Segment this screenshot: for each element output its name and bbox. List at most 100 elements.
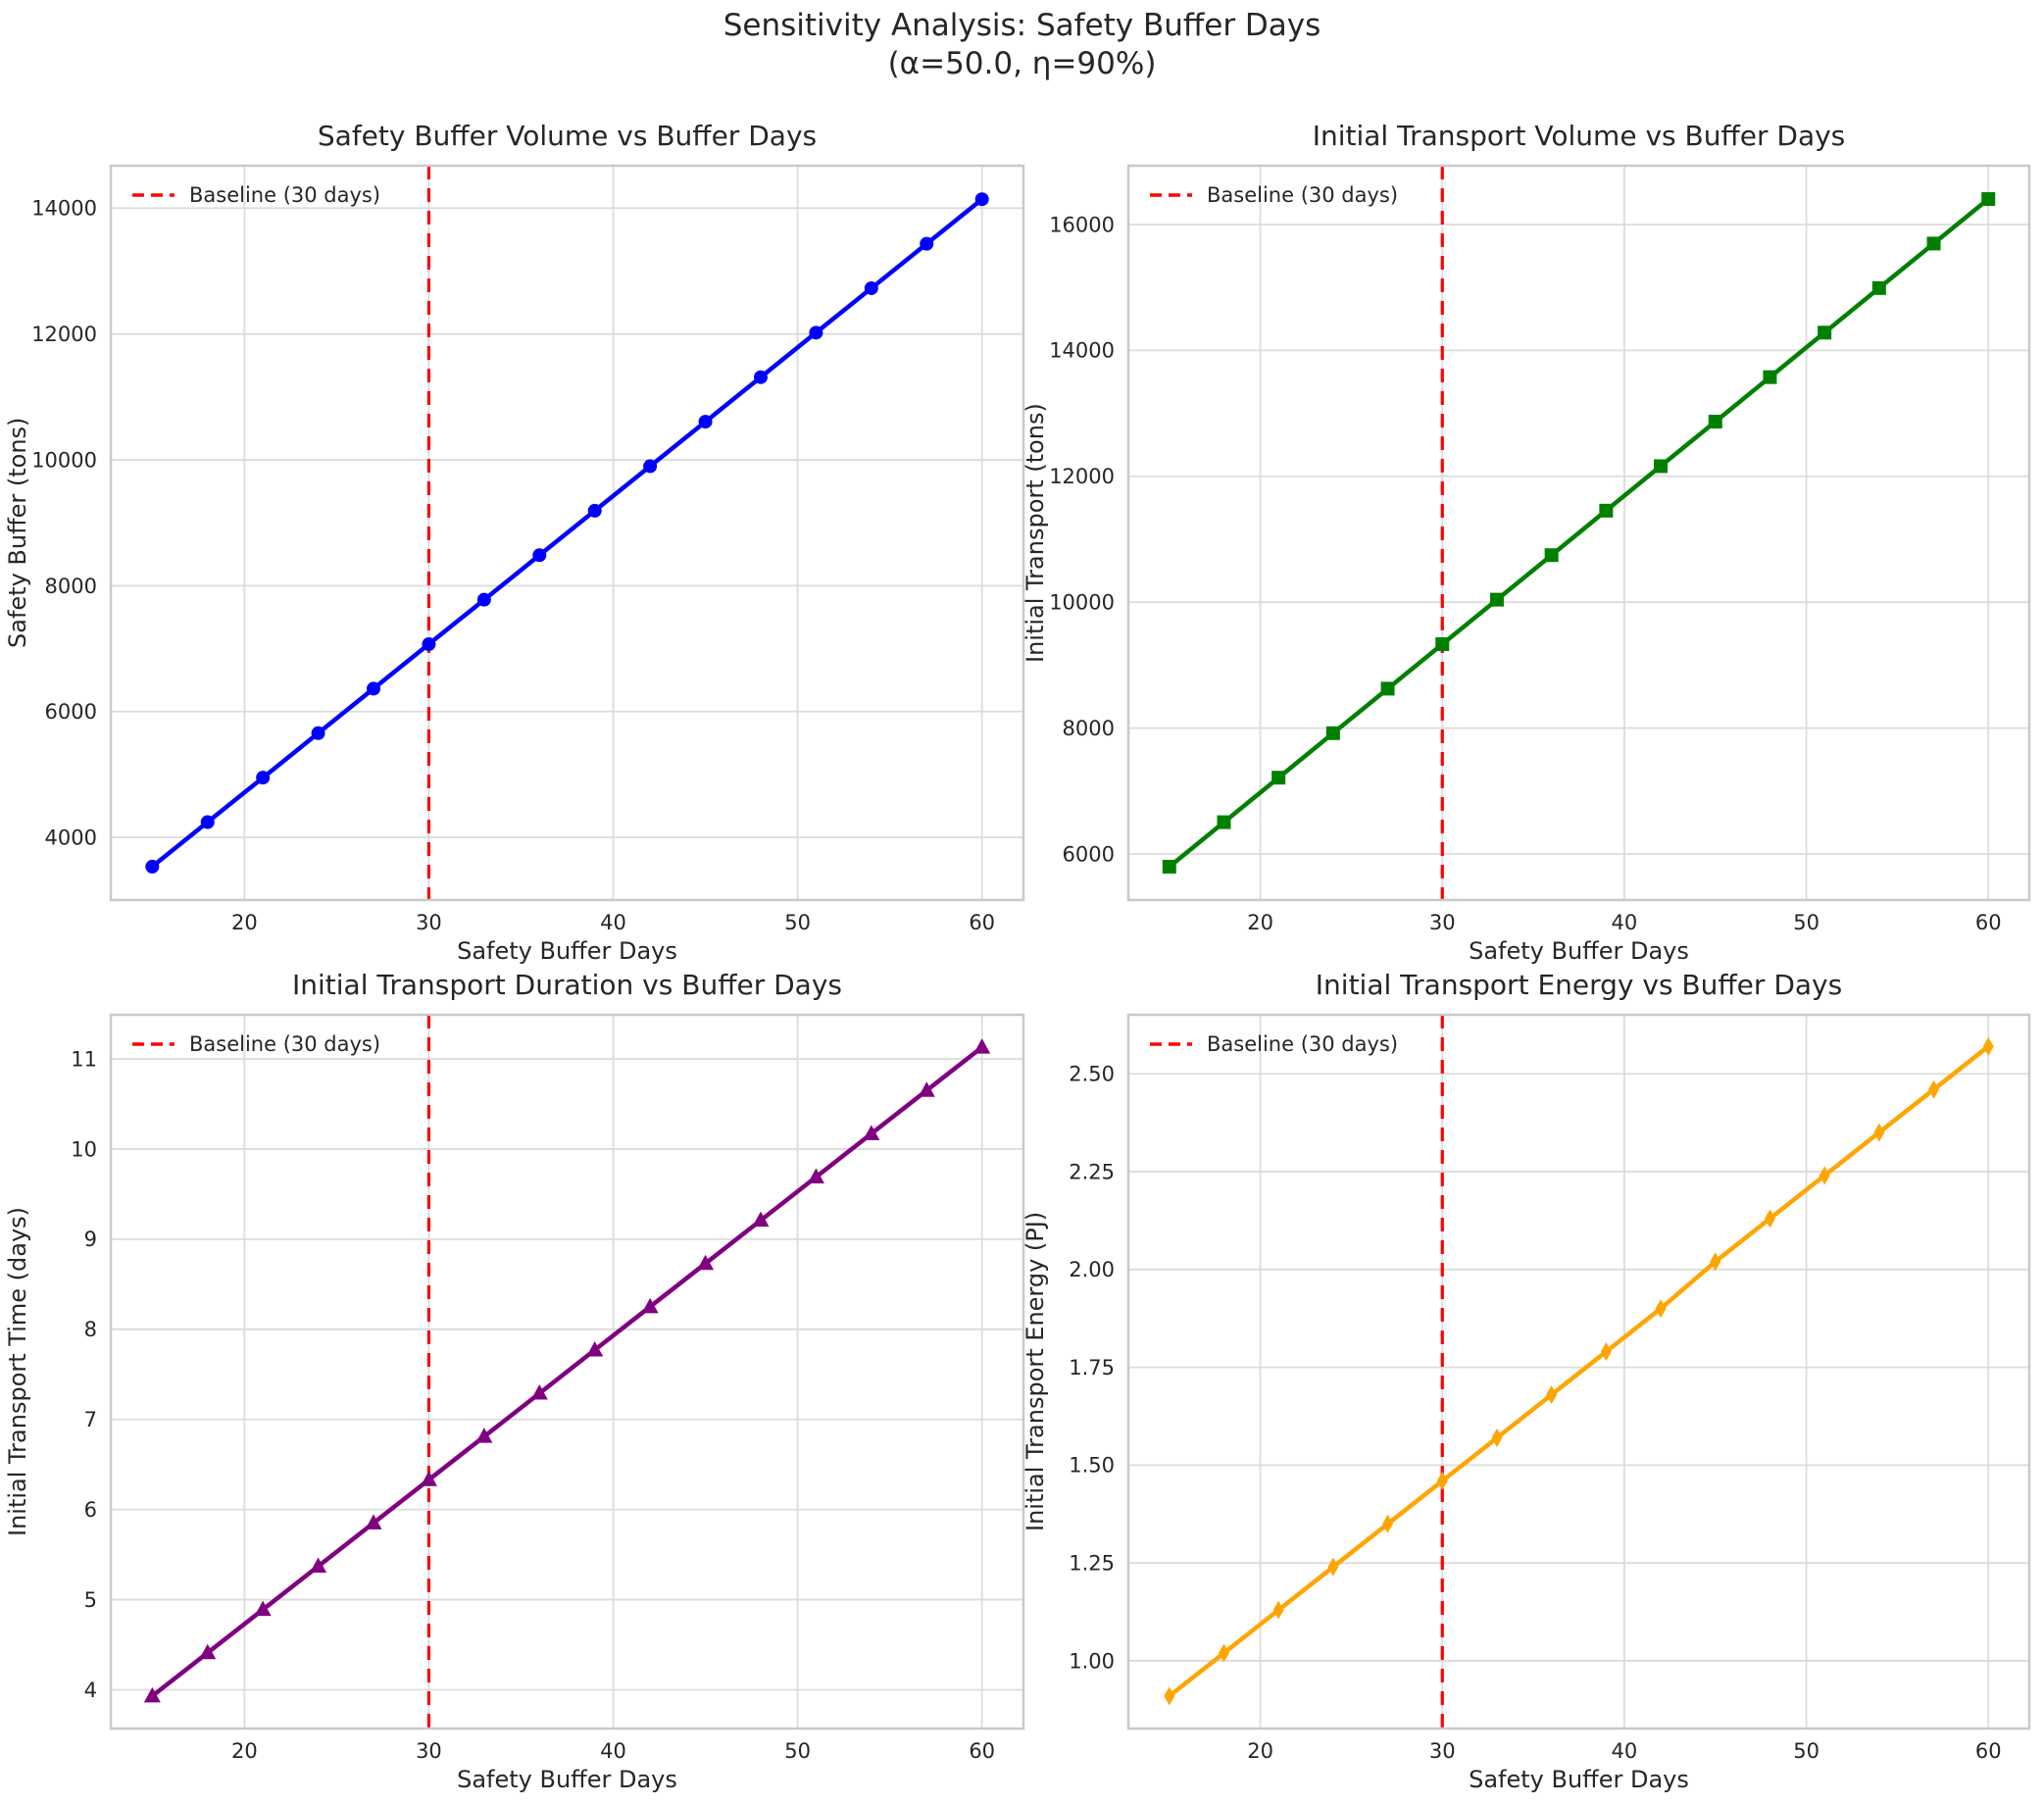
y-tick-label: 8000: [45, 575, 97, 598]
baseline-dash-icon: [132, 193, 174, 197]
data-point-marker: [807, 1168, 824, 1183]
y-tick-label: 4: [84, 1679, 97, 1702]
x-tick-label: 40: [1612, 911, 1638, 934]
x-tick-label: 40: [1612, 1739, 1638, 1763]
data-point-marker: [1928, 1079, 1940, 1099]
data-point-marker: [311, 726, 325, 740]
y-tick-label: 8: [84, 1318, 97, 1341]
x-tick-label: 20: [1247, 1739, 1273, 1763]
y-tick-label: 9: [84, 1228, 97, 1251]
data-point-marker: [809, 326, 823, 340]
x-tick-label: 40: [600, 911, 626, 934]
data-point-marker: [1655, 1299, 1667, 1319]
data-point-marker: [752, 1211, 770, 1228]
data-point-marker: [1818, 326, 1832, 340]
chart-title: Initial Transport Duration vs Buffer Day…: [292, 969, 842, 1001]
data-point-marker: [367, 681, 381, 696]
baseline-dash-icon: [1150, 193, 1192, 197]
x-tick-label: 60: [969, 911, 995, 934]
data-point-marker: [1764, 1209, 1775, 1228]
chart-title: Initial Transport Volume vs Buffer Days: [1312, 120, 1846, 152]
x-tick-label: 50: [1793, 911, 1820, 934]
data-point-marker: [643, 459, 658, 474]
data-point-marker: [1600, 1342, 1612, 1362]
y-tick-label: 2.25: [1069, 1160, 1115, 1183]
data-point-marker: [918, 1081, 935, 1097]
x-axis-label: Safety Buffer Days: [1469, 1766, 1689, 1793]
data-point-marker: [1489, 592, 1504, 607]
baseline-dash-icon: [132, 1042, 174, 1046]
legend: Baseline (30 days): [130, 1032, 380, 1056]
data-point-marker: [1382, 1514, 1394, 1533]
data-point-marker: [1327, 1557, 1339, 1577]
x-tick-label: 60: [1975, 1739, 2002, 1763]
series-line: [1167, 196, 1991, 870]
data-point-marker: [1873, 1123, 1885, 1142]
y-tick-label: 14000: [31, 197, 97, 221]
data-point-marker: [1982, 1036, 1994, 1056]
y-tick-label: 11: [71, 1047, 97, 1071]
data-point-marker: [475, 1428, 493, 1443]
plot-area: 20 30 40 50 60 4 5 6 7 8 9 10 11: [71, 1013, 1025, 1763]
axes-spines: [109, 164, 1025, 902]
y-tick-label: 6000: [45, 700, 97, 724]
series-line: [150, 1044, 984, 1699]
data-point-marker: [420, 1471, 437, 1486]
data-point-marker: [199, 1643, 217, 1660]
x-tick-label: 30: [416, 911, 442, 934]
y-axis-label: Initial Transport (tons): [1022, 403, 1049, 663]
data-point-marker: [753, 370, 768, 384]
data-point-marker: [422, 637, 436, 652]
series-line: [1167, 1044, 1991, 1699]
y-tick-label: 8000: [1063, 717, 1115, 740]
y-tick-label: 1.75: [1069, 1356, 1115, 1379]
y-tick-label: 2.50: [1069, 1063, 1115, 1086]
subplot-initial-transport-duration: Initial Transport Duration vs Buffer Day…: [4, 969, 1025, 1793]
x-tick-label: 30: [1429, 911, 1456, 934]
data-point-marker: [1435, 637, 1450, 652]
y-tick-label: 2.00: [1069, 1258, 1115, 1281]
data-point-marker: [1544, 548, 1559, 563]
y-tick-label: 5: [84, 1588, 97, 1612]
x-tick-label: 40: [600, 1739, 626, 1763]
subplot-initial-transport-energy: Initial Transport Energy vs Buffer Days …: [1022, 969, 2031, 1793]
y-tick-label: 12000: [1049, 465, 1115, 488]
data-point-marker: [1819, 1166, 1830, 1185]
data-point-marker: [1599, 503, 1614, 518]
data-point-marker: [145, 859, 160, 874]
y-tick-label: 12000: [31, 323, 97, 346]
data-point-marker: [254, 1600, 272, 1617]
x-axis-label: Safety Buffer Days: [457, 937, 677, 965]
y-tick-label: 10: [71, 1137, 97, 1161]
data-point-marker: [586, 1340, 604, 1357]
data-point-marker: [143, 1686, 161, 1703]
y-tick-label: 10000: [1049, 591, 1115, 615]
subplot-initial-transport-volume: Initial Transport Volume vs Buffer Days …: [1022, 120, 2031, 965]
data-point-marker: [365, 1514, 382, 1529]
y-tick-label: 6000: [1063, 842, 1115, 866]
data-point-marker: [973, 1038, 991, 1054]
figure-title-line1: Sensitivity Analysis: Safety Buffer Days: [723, 8, 1321, 43]
data-point-marker: [200, 815, 215, 829]
figure-title-line2: (α=50.0, η=90%): [887, 46, 1157, 81]
legend-label: Baseline (30 days): [189, 1032, 381, 1056]
data-point-marker: [974, 192, 989, 207]
data-point-marker: [1708, 415, 1722, 429]
x-tick-label: 20: [231, 1739, 258, 1763]
data-point-marker: [641, 1297, 659, 1314]
y-axis-label: Safety Buffer (tons): [4, 417, 31, 649]
x-tick-label: 50: [784, 911, 811, 934]
legend: Baseline (30 days): [130, 183, 380, 207]
data-point-marker: [1710, 1252, 1721, 1272]
data-point-marker: [530, 1384, 548, 1400]
data-point-marker: [256, 771, 271, 785]
x-tick-label: 50: [1793, 1739, 1820, 1763]
y-tick-label: 16000: [1049, 213, 1115, 236]
x-axis-label: Safety Buffer Days: [457, 1766, 677, 1793]
y-tick-label: 4000: [45, 826, 97, 849]
data-point-marker: [920, 236, 934, 251]
data-point-marker: [1871, 280, 1886, 295]
data-point-marker: [476, 592, 491, 607]
data-point-marker: [1164, 1686, 1175, 1706]
